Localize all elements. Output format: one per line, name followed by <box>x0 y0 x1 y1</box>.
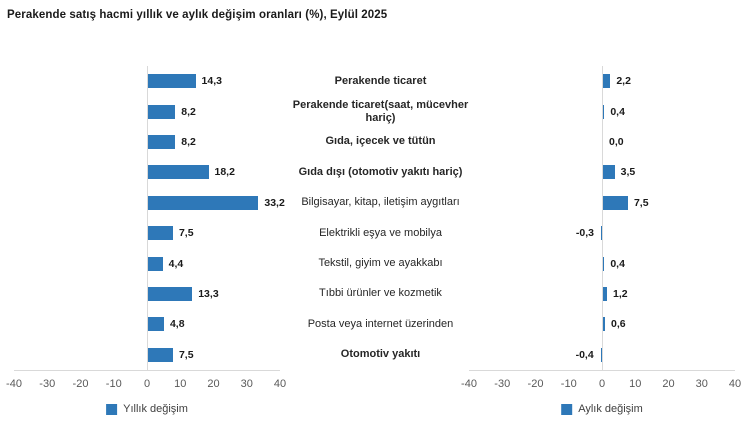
category-label: Otomotiv yakıtı <box>340 348 421 361</box>
axis-tick-label: 30 <box>695 378 708 390</box>
category-label: Elektrikli eşya ve mobilya <box>319 226 442 239</box>
category-labels-column: Perakende ticaret Perakende ticaret(saat,… <box>288 66 473 370</box>
bar-value-label: 0,4 <box>610 105 625 118</box>
bar-value-label: 8,2 <box>181 105 196 118</box>
legend-swatch-monthly <box>561 403 573 415</box>
bar <box>600 347 602 362</box>
legend-label-monthly: Aylık değişim <box>578 403 643 415</box>
bar-value-label: 7,5 <box>178 348 194 361</box>
bar-value-label: 0,6 <box>610 318 626 331</box>
bar <box>148 317 164 332</box>
annual-change-panel: 14,3 8,2 8,2 18,2 33,2 7,5 4,4 13,3 4,8 7,5 -40 -30… <box>6 66 286 390</box>
legend-monthly-change: Aylık değişim <box>561 402 643 416</box>
axis-tick-label: -10 <box>105 378 122 390</box>
bar-value-label: 4,8 <box>169 318 185 331</box>
zero-axis-line <box>602 66 603 370</box>
bar-value-label: -0,4 <box>575 348 594 361</box>
axis-tick-label: 20 <box>662 378 675 390</box>
bar <box>603 195 628 210</box>
bar <box>601 226 602 241</box>
axis-tick-label: -30 <box>39 378 56 390</box>
category-label: Perakende ticaret <box>334 74 427 87</box>
bar-value-label: -0,3 <box>575 227 594 240</box>
axis-tick-label: 30 <box>240 378 253 390</box>
axis-tick-label: 10 <box>629 378 642 390</box>
bar <box>148 256 163 271</box>
category-label: Gıda dışı (otomotiv yakıtı hariç) <box>298 165 463 178</box>
axis-tick-label: -20 <box>72 378 89 390</box>
bar <box>148 287 193 301</box>
chart-title: Perakende satış hacmi yıllık ve aylık de… <box>7 9 388 21</box>
category-label: Posta veya internet üzerinden <box>307 317 454 330</box>
bar-value-label: 0,4 <box>610 257 625 270</box>
axis-tick-label: 0 <box>143 378 151 390</box>
bar <box>603 104 605 119</box>
bar-value-label: 18,2 <box>214 166 235 179</box>
bar <box>148 347 173 362</box>
axis-tick-label: -40 <box>6 378 22 390</box>
bar-value-label: 2,2 <box>616 75 631 88</box>
axis-tick-label: 40 <box>273 378 287 390</box>
bar <box>148 135 176 149</box>
axis-tick-label: -10 <box>560 378 577 390</box>
bar-value-label: 4,4 <box>168 257 184 270</box>
bar-value-label: 7,5 <box>633 196 649 209</box>
bar-value-label: 33,2 <box>264 196 285 209</box>
bar <box>603 165 615 180</box>
bar-value-label: 1,2 <box>612 288 628 300</box>
bar <box>148 104 176 119</box>
bar-value-label: 14,3 <box>201 75 222 88</box>
category-label: Perakende ticaret(saat, mücevher hariç) <box>292 98 469 124</box>
zero-axis-line <box>147 66 148 370</box>
category-label: Tıbbi ürünler ve kozmetik <box>319 287 442 300</box>
legend-label-annual: Yıllık değişim <box>123 403 188 415</box>
bar-value-label: 0,0 <box>609 136 624 148</box>
monthly-change-panel: 2,2 0,4 0,0 3,5 7,5 -0,3 0,4 1,2 0,6 -0,4 -40 -30 -2… <box>461 66 741 390</box>
bar <box>148 195 259 210</box>
axis-tick-label: -40 <box>461 378 477 390</box>
bar-value-label: 7,5 <box>178 227 194 240</box>
bar <box>603 287 607 301</box>
category-label: Gıda, içecek ve tütün <box>325 135 436 148</box>
axis-tick-label: 20 <box>207 378 220 390</box>
bar-value-label: 3,5 <box>620 166 636 179</box>
bar <box>148 165 209 180</box>
bar <box>603 317 605 332</box>
axis-tick-label: 0 <box>598 378 606 390</box>
bar <box>603 74 611 89</box>
axis-tick-label: 10 <box>174 378 187 390</box>
category-label: Bilgisayar, kitap, iletişim aygıtları <box>301 196 460 209</box>
legend-swatch-annual <box>106 403 118 415</box>
bar <box>603 256 605 271</box>
bar-value-label: 8,2 <box>181 136 196 148</box>
axis-tick-label: -20 <box>527 378 544 390</box>
category-label: Tekstil, giyim ve ayakkabı <box>318 257 443 270</box>
axis-tick-label: -30 <box>494 378 511 390</box>
axis-tick-label: 40 <box>728 378 742 390</box>
legend-annual-change: Yıllık değişim <box>106 402 188 416</box>
bar <box>148 226 173 241</box>
bar <box>148 74 196 89</box>
bar-value-label: 13,3 <box>198 288 219 300</box>
